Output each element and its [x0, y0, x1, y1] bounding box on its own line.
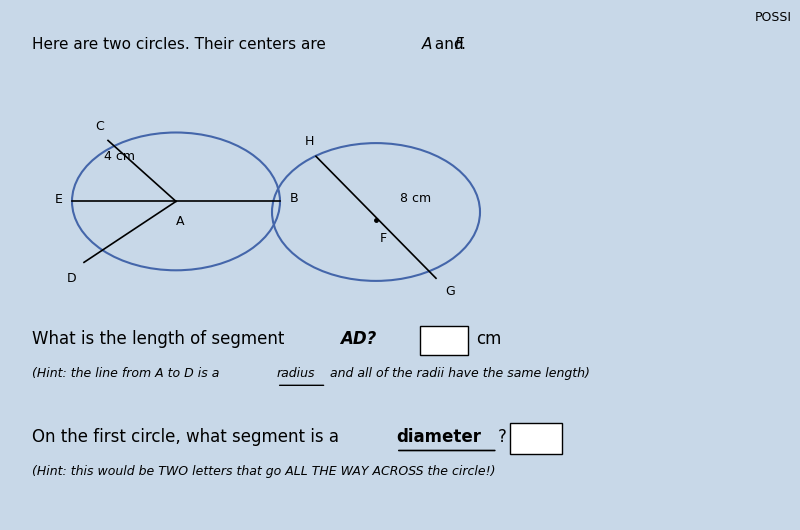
FancyBboxPatch shape: [420, 326, 468, 355]
Text: D: D: [66, 272, 76, 285]
Text: G: G: [446, 285, 455, 298]
Text: B: B: [290, 192, 298, 205]
Text: (Hint: the line from A to D is a: (Hint: the line from A to D is a: [32, 367, 223, 380]
Text: A: A: [176, 215, 184, 228]
Text: radius: radius: [277, 367, 315, 380]
Text: F: F: [380, 232, 387, 245]
Text: diameter: diameter: [396, 428, 481, 446]
Text: cm: cm: [476, 330, 502, 348]
Text: E: E: [54, 193, 62, 206]
Text: A: A: [422, 37, 432, 52]
Text: 8 cm: 8 cm: [400, 192, 431, 205]
Text: .: .: [460, 37, 465, 52]
Text: F: F: [454, 37, 463, 52]
Text: ?: ?: [498, 428, 506, 446]
Text: (Hint: this would be TWO letters that go ALL THE WAY ACROSS the circle!): (Hint: this would be TWO letters that go…: [32, 465, 495, 478]
Text: H: H: [305, 135, 314, 148]
Text: What is the length of segment: What is the length of segment: [32, 330, 290, 348]
Text: AD?: AD?: [340, 330, 376, 348]
Text: Here are two circles. Their centers are: Here are two circles. Their centers are: [32, 37, 330, 52]
Text: On the first circle, what segment is a: On the first circle, what segment is a: [32, 428, 344, 446]
Text: C: C: [95, 119, 104, 132]
Text: POSSI: POSSI: [755, 11, 792, 24]
Text: and: and: [430, 37, 468, 52]
FancyBboxPatch shape: [510, 423, 562, 454]
Text: 4 cm: 4 cm: [104, 150, 135, 163]
Text: and all of the radii have the same length): and all of the radii have the same lengt…: [326, 367, 590, 380]
